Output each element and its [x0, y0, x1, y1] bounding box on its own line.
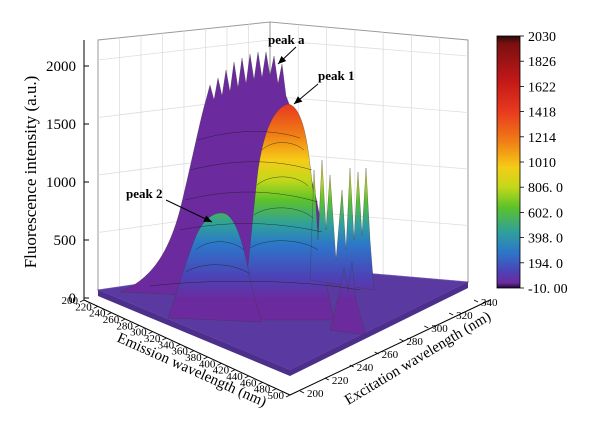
- x-axis-ticks: 2002202402602803003203403603804004204404…: [62, 295, 291, 402]
- colorbar-gradient: [496, 35, 521, 289]
- surface-mesh: [119, 51, 375, 336]
- x-tick-mark: [175, 343, 181, 347]
- x-tick-label: 420: [213, 365, 230, 377]
- z-tick-label: 2000: [46, 59, 76, 75]
- x-tick-label: 280: [116, 320, 133, 332]
- x-tick-mark: [217, 362, 222, 366]
- colorbar-label: 1622: [528, 80, 556, 95]
- x-tick-label: 240: [89, 308, 106, 320]
- annotation-arrowhead: [203, 215, 212, 222]
- z-tick-label: 1000: [46, 175, 76, 191]
- annotation-arrowhead: [294, 96, 303, 104]
- colorbar-labels: 2030 1826 1622 1418 1214 1010 806. 0 602. 0 398.…: [520, 30, 568, 297]
- x-tick-label: 460: [240, 377, 257, 389]
- colorbar-label: 1010: [528, 156, 556, 171]
- colorbar-label: -10. 00: [528, 282, 568, 297]
- z-tick-label: 500: [54, 233, 77, 249]
- surface-right-spikes: [309, 159, 375, 291]
- z-axis-ticks: 0 500 1000 1500 2000: [46, 59, 89, 307]
- y-tick-mark: [448, 312, 454, 316]
- x-tick-label: 360: [171, 346, 188, 358]
- x-tick-mark: [203, 356, 208, 360]
- y-tick-label: 260: [382, 349, 399, 361]
- surface-peak2: [167, 212, 263, 323]
- x-tick-mark: [230, 369, 236, 373]
- x-tick-mark: [121, 318, 126, 322]
- y-tick-mark: [424, 325, 429, 329]
- x-tick-mark: [79, 299, 85, 303]
- surface-front-spike: [329, 261, 367, 336]
- annotation-label: peak a: [268, 32, 305, 47]
- x-tick-mark: [107, 312, 112, 316]
- x-tick-mark: [272, 388, 277, 392]
- x-tick-label: 220: [75, 301, 92, 313]
- annotation-arrow: [165, 199, 213, 223]
- colorbar: 2030 1826 1622 1418 1214 1010 806. 0 602. 0 398.…: [496, 30, 568, 297]
- axis-lines: [83, 40, 491, 396]
- x-tick-mark: [244, 375, 249, 379]
- y-tick-mark: [349, 364, 354, 368]
- wall-gridline: [269, 39, 469, 57]
- y-tick-label: 200: [307, 388, 324, 400]
- x-tick-label: 440: [226, 371, 243, 383]
- colorbar-label: 602. 0: [528, 206, 563, 221]
- x-tick-mark: [93, 305, 98, 309]
- x-tick-mark: [148, 331, 153, 335]
- y-tick-label: 340: [481, 297, 498, 309]
- x-tick-mark: [258, 381, 263, 385]
- y-tick-label: 240: [357, 362, 374, 374]
- y-tick-mark: [324, 377, 330, 381]
- y-axis-ticks: 200 220 240 260 280 300 320 340: [299, 297, 498, 400]
- x-tick-label: 480: [254, 384, 271, 396]
- x-tick-label: 200: [62, 295, 79, 307]
- x-tick-label: 400: [199, 358, 216, 370]
- annotation-label: peak 1: [318, 68, 354, 83]
- wall-gridline: [269, 95, 469, 113]
- x-tick-label: 380: [185, 352, 202, 364]
- x-tick-mark: [134, 324, 140, 328]
- y-tick-mark: [299, 390, 305, 394]
- x-tick-label: 500: [268, 390, 285, 402]
- x-tick-mark: [162, 337, 167, 341]
- z-axis-label: Fluorescence intensity (a.u.): [21, 76, 40, 269]
- x-tick-label: 320: [144, 333, 161, 345]
- y-tick-label: 220: [332, 375, 349, 387]
- z-tick-label: 1500: [46, 117, 76, 133]
- x-tick-label: 340: [158, 339, 175, 351]
- annotation-label: peak 2: [126, 186, 162, 201]
- colorbar-label: 2030: [528, 30, 556, 45]
- peak-annotations: peak a peak 1 peak 2: [126, 32, 354, 223]
- x-tick-mark: [285, 394, 291, 398]
- x-tick-mark: [189, 350, 195, 354]
- y-tick-mark: [473, 299, 479, 303]
- y-tick-mark: [374, 351, 379, 355]
- x-tick-label: 260: [103, 314, 120, 326]
- colorbar-label: 194. 0: [528, 257, 563, 272]
- y-tick-label: 300: [431, 323, 448, 335]
- y-tick-mark: [399, 338, 404, 342]
- colorbar-label: 398. 0: [528, 232, 563, 247]
- z-tick-label: 0: [69, 291, 77, 307]
- colorbar-label: 806. 0: [528, 181, 563, 196]
- x-tick-label: 300: [130, 327, 147, 339]
- y-tick-label: 320: [456, 310, 473, 322]
- y-tick-label: 280: [406, 336, 423, 348]
- annotation-arrowhead: [278, 55, 287, 64]
- colorbar-label: 1214: [528, 131, 556, 146]
- surface-contours: [149, 131, 361, 291]
- colorbar-label: 1826: [528, 55, 556, 70]
- colorbar-label: 1418: [528, 106, 556, 121]
